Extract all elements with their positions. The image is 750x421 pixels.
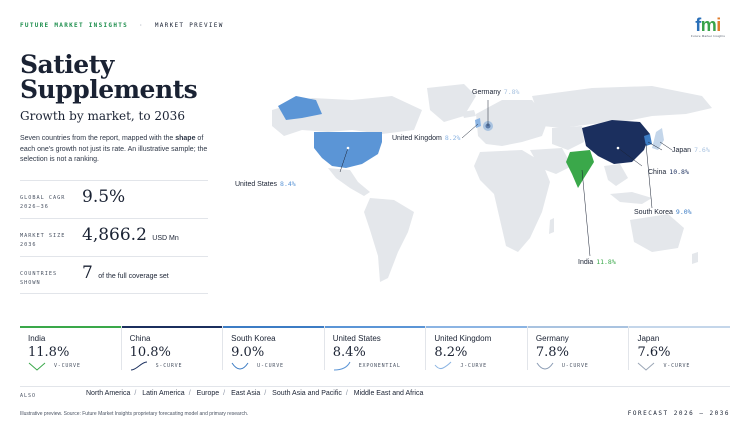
card-japan[interactable]: Japan 7.6% V-CURVE <box>628 326 731 371</box>
region-list: North America / Latin America / Europe / Ea… <box>86 390 424 397</box>
card-value: 10.8% <box>129 345 171 360</box>
card-united-states[interactable]: United States 8.4% EXPONENTIAL <box>323 326 426 371</box>
s-curve-icon <box>130 361 147 371</box>
card-value: 9.0% <box>231 345 265 360</box>
curve-label: EXPONENTIAL <box>358 363 401 369</box>
card-name: United Kingdom <box>434 334 492 343</box>
card-value: 8.2% <box>434 345 468 360</box>
stat-global-cagr: GLOBAL CAGR 2026–36 9.5% <box>20 180 208 218</box>
v-curve-icon <box>28 362 46 371</box>
country-cards: India 11.8% V-CURVE China 10.8% S-CURVE … <box>20 326 731 371</box>
region-link-east-asia[interactable]: East Asia <box>231 390 261 397</box>
regions-bar: ALSO North America / Latin America / Europ… <box>20 386 730 399</box>
world-map-svg <box>272 84 712 282</box>
united-states-shape[interactable] <box>314 132 382 168</box>
card-name: China <box>129 334 151 343</box>
card-name: United States <box>332 334 381 343</box>
alaska-shape[interactable] <box>278 96 322 120</box>
logo-tagline: Future Market Insights <box>690 34 726 38</box>
label-japan: Japan 7.6% <box>672 146 710 154</box>
label-united-states: United States 8.4% <box>235 180 296 188</box>
j-curve-icon <box>434 361 452 370</box>
card-value: 7.6% <box>637 345 671 360</box>
curve-label: S-CURVE <box>155 363 183 369</box>
v-curve-icon <box>638 362 655 371</box>
description: Seven countries from the report, mapped … <box>20 135 208 163</box>
card-south-korea[interactable]: South Korea 9.0% U-CURVE <box>222 326 324 370</box>
stat-market-size: MARKET SIZE 2036 4,866.2 USD Mn <box>20 218 208 256</box>
forecast-label: FORECAST 2026 – 2036 <box>627 410 730 417</box>
u-curve-icon <box>536 362 554 370</box>
card-name: India <box>28 334 46 343</box>
label-china: China 10.8% <box>648 168 689 176</box>
india-shape[interactable] <box>566 150 594 188</box>
fmi-logo[interactable]: fmi Future Market Insights <box>688 16 728 38</box>
card-value: 7.8% <box>535 345 569 360</box>
u-curve-icon <box>231 362 249 370</box>
page-title: Satiety Supplements <box>20 50 198 104</box>
exponential-curve-icon <box>333 361 351 371</box>
card-value: 8.4% <box>332 345 366 360</box>
top-bar: FUTURE MARKET INSIGHTS · MARKET PREVIEW <box>20 22 224 29</box>
card-name: Germany <box>535 334 569 343</box>
card-india[interactable]: India 11.8% V-CURVE <box>20 326 121 371</box>
world-map: Germany 7.8% United Kingdom 8.2% United St… <box>232 70 732 310</box>
label-india: India 11.8% <box>578 258 616 266</box>
stat-value: 4,866.2 <box>82 225 147 245</box>
label-germany: Germany 7.8% <box>472 88 520 96</box>
region-link-europe[interactable]: Europe <box>196 390 220 397</box>
card-name: South Korea <box>231 334 276 343</box>
card-name: Japan <box>637 334 660 343</box>
label-south-korea: South Korea 9.0% <box>634 208 692 216</box>
china-shape[interactable] <box>582 120 650 164</box>
brand-name: FUTURE MARKET INSIGHTS <box>20 22 129 29</box>
curve-label: V-CURVE <box>663 363 691 369</box>
stat-value: 7 <box>82 263 93 283</box>
curve-label: J-CURVE <box>460 363 487 369</box>
card-united-kingdom[interactable]: United Kingdom 8.2% J-CURVE <box>425 326 527 370</box>
header-separator: · <box>139 22 144 29</box>
curve-label: U-CURVE <box>257 363 284 369</box>
japan-shape[interactable] <box>652 128 664 150</box>
curve-label: U-CURVE <box>561 363 589 369</box>
curve-label: V-CURVE <box>54 363 81 369</box>
card-value: 11.8% <box>28 345 70 360</box>
page-subtitle: Growth by market, to 2036 <box>20 109 185 123</box>
source-footer: Illustrative preview. Source: Future Mar… <box>20 411 249 417</box>
label-united-kingdom: United Kingdom 8.2% <box>392 134 461 142</box>
stat-countries: COUNTRIES SHOWN 7 of the full coverage se… <box>20 256 208 294</box>
also-label: ALSO <box>20 393 37 399</box>
stat-value: 9.5% <box>82 187 126 207</box>
region-link-latin-america[interactable]: Latin America <box>142 390 185 397</box>
region-link-south-asia-pacific[interactable]: South Asia and Pacific <box>272 390 342 397</box>
region-link-north-america[interactable]: North America <box>86 390 131 397</box>
region-link-middle-east-africa[interactable]: Middle East and Africa <box>353 390 424 397</box>
card-china[interactable]: China 10.8% S-CURVE <box>120 326 223 371</box>
section-name: MARKET PREVIEW <box>154 22 224 29</box>
card-germany[interactable]: Germany 7.8% U-CURVE <box>526 326 629 370</box>
